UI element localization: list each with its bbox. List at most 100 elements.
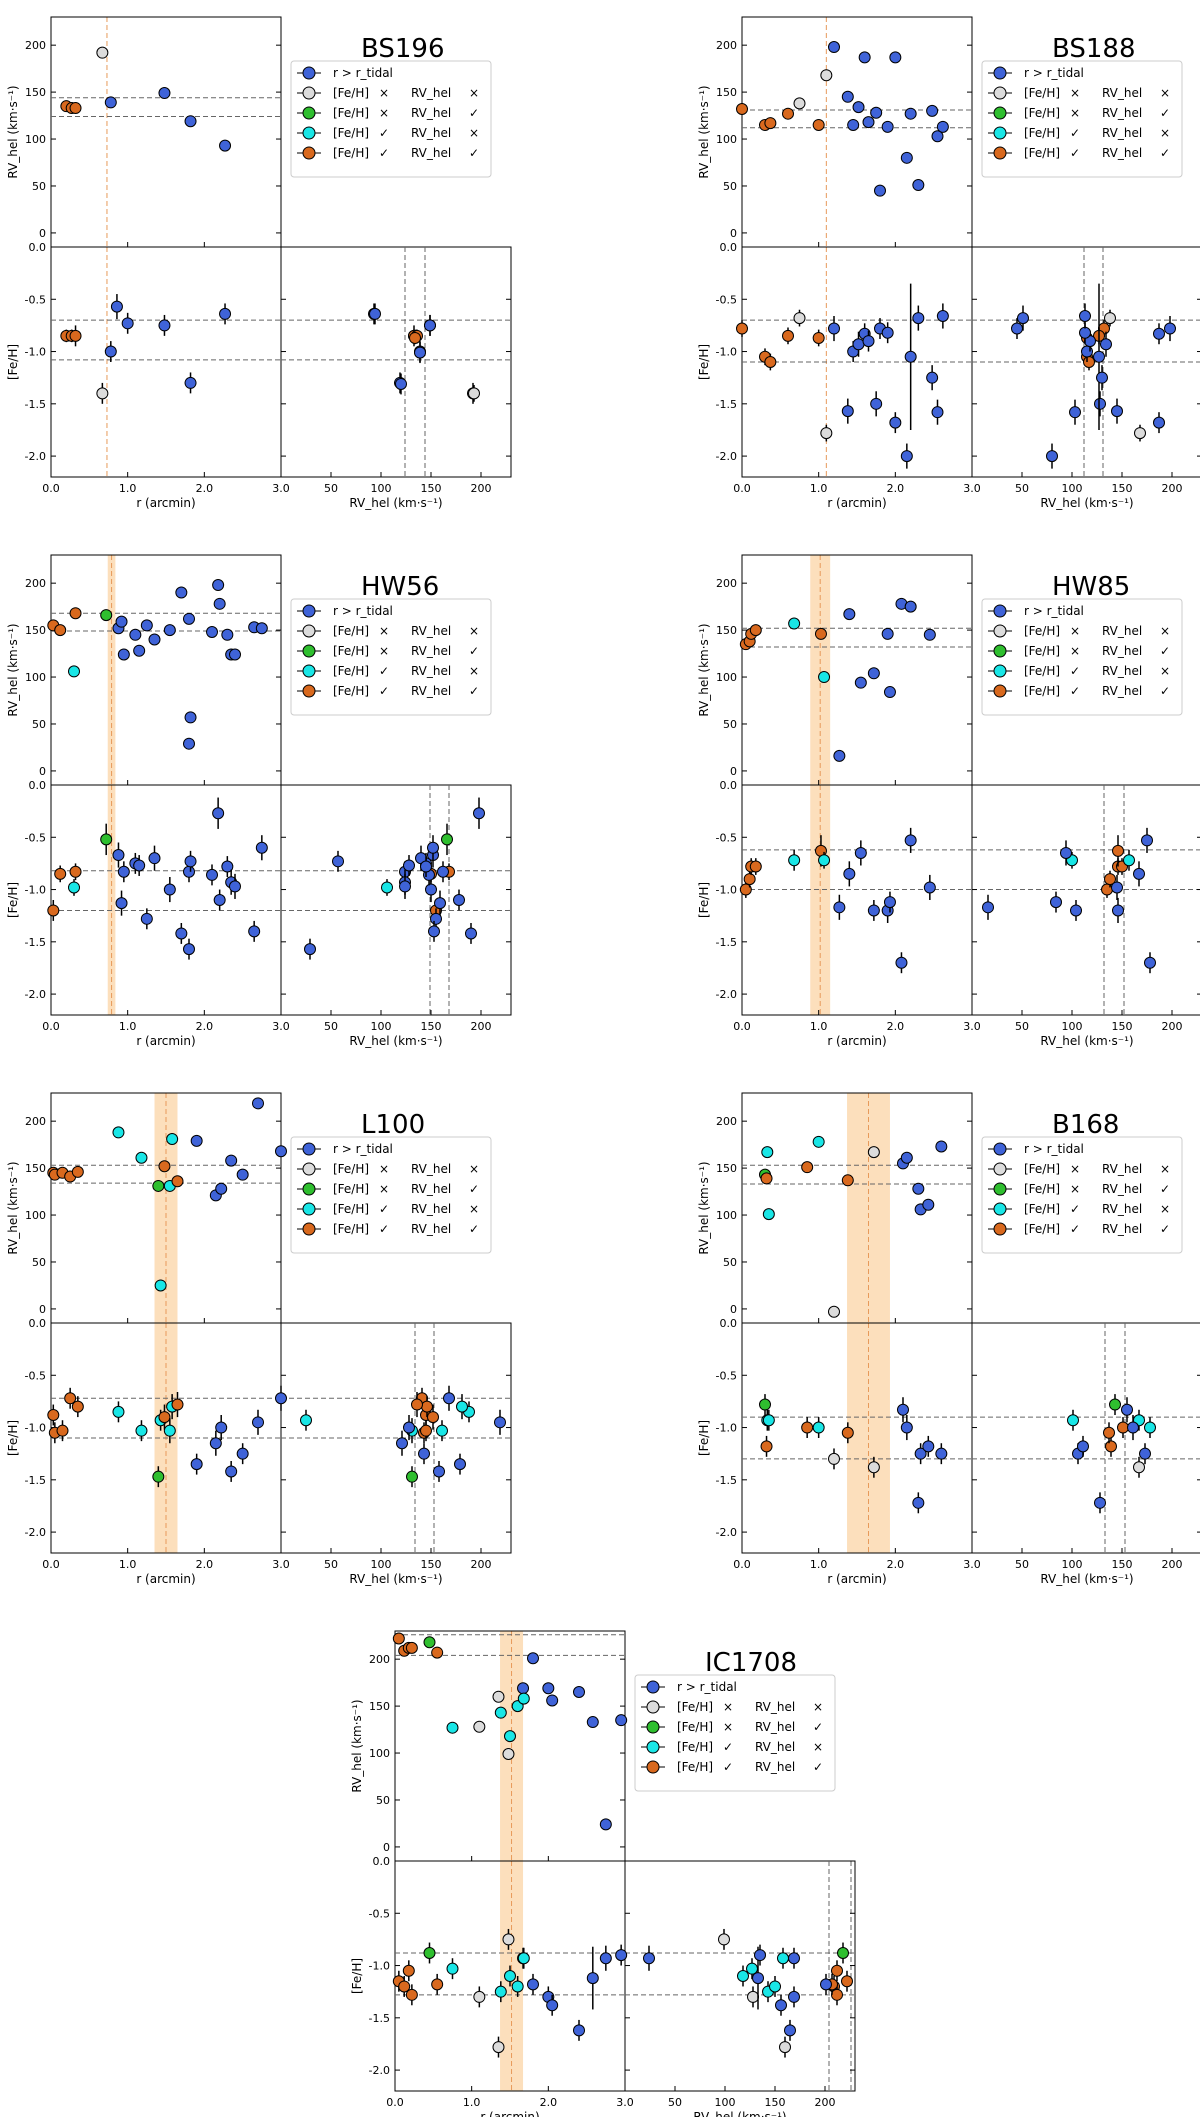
data-point-rv [212, 579, 225, 592]
rv-r-axes [50, 16, 282, 248]
panel-hw56: 0.0 1.0 2.0 3.0 0 50 100 150 200 0.0 -0.5 -1.0 -1.5 -… [6, 554, 512, 1048]
legend-label: [Fe/H] [333, 86, 369, 100]
data-point-rv [54, 624, 67, 637]
legend-rv-label: RV_hel [755, 1760, 795, 1774]
rvx-tick-label: 200 [1162, 482, 1183, 495]
data-point-feh [225, 1465, 238, 1478]
feh-tick-label: -0.5 [716, 1369, 737, 1382]
r-tick-label: 2.0 [196, 482, 214, 495]
r-tick-label: 1.0 [463, 2096, 481, 2109]
data-point-feh-rv [1111, 405, 1123, 418]
data-point-feh-rv [1133, 1461, 1145, 1474]
legend-mark: × [1160, 1202, 1170, 1216]
data-point-feh [184, 376, 197, 389]
data-point-rv [874, 184, 886, 197]
data-point-feh [931, 406, 944, 419]
rv-tick-label: 0 [39, 1303, 46, 1316]
data-point-feh [914, 1447, 927, 1460]
panel-title: HW85 [1052, 572, 1130, 602]
data-point-rv [229, 648, 241, 661]
legend-label: [Fe/H] [1024, 1202, 1060, 1216]
rv-tick-label: 200 [25, 577, 46, 590]
data-point-rv [68, 665, 80, 678]
legend-rv-label: RV_hel [1102, 1182, 1142, 1196]
data-point-feh [599, 1952, 612, 1965]
rv-axis-label: RV_hel (km·s⁻¹) [6, 85, 20, 178]
feh-tick-label: -2.0 [25, 450, 46, 463]
rv-tick-label: 200 [716, 577, 737, 590]
rvx-tick-label: 150 [421, 482, 442, 495]
legend-label: [Fe/H] [1024, 1162, 1060, 1176]
data-point-feh [841, 1426, 854, 1439]
rv-r-axes [50, 554, 282, 786]
legend-mark: ✓ [379, 1202, 389, 1216]
data-point-rv [152, 1179, 165, 1192]
data-point-feh-rv [494, 1416, 506, 1429]
legend-mark: × [379, 1182, 389, 1196]
legend-mark: ✓ [813, 1760, 823, 1774]
feh-tick-label: -2.0 [716, 1526, 737, 1539]
data-point-feh-rv [332, 855, 344, 868]
legend-label: [Fe/H] [333, 126, 369, 140]
legend-rv-label: RV_hel [1102, 664, 1142, 678]
data-point-rv [923, 628, 936, 641]
legend-rv-label: RV_hel [1102, 126, 1142, 140]
data-point-feh [895, 956, 908, 969]
rvx-tick-label: 150 [421, 1558, 442, 1571]
data-point-rv [586, 1716, 599, 1729]
data-point-rv [889, 51, 902, 64]
feh-tick-label: -1.0 [716, 1422, 737, 1435]
data-point-rv [492, 1690, 505, 1703]
data-point-feh-rv [1093, 350, 1105, 363]
data-point-feh [69, 329, 82, 342]
data-point-feh [833, 901, 846, 914]
data-point-feh-rv [414, 346, 426, 359]
data-point-rv [841, 90, 854, 103]
legend-mark: × [469, 664, 479, 678]
rvx-tick-label: 200 [1162, 1558, 1183, 1571]
rvx-tick-label: 100 [715, 2096, 736, 2109]
panel-title: BS188 [1052, 34, 1136, 64]
data-point-feh [56, 1424, 69, 1437]
r-axis-label: r (arcmin) [136, 496, 195, 510]
data-point-feh [749, 860, 762, 873]
feh-tick-label: 0.0 [29, 1317, 47, 1330]
data-point-rv [793, 97, 806, 110]
data-point-feh [117, 865, 130, 878]
rv-axis-label: RV_hel (km·s⁻¹) [697, 85, 711, 178]
feh-tick-label: -1.5 [369, 2012, 390, 2025]
feh-tick-label: -1.5 [716, 936, 737, 949]
data-point-feh [494, 1985, 507, 1998]
data-point-feh [183, 943, 195, 956]
data-point-feh-rv [1077, 1440, 1089, 1453]
feh-tick-label: -0.5 [369, 1907, 390, 1920]
data-point-feh [897, 1403, 909, 1416]
data-point-rv [148, 633, 161, 646]
r-tick-label: 3.0 [616, 2096, 634, 2109]
legend-marker [993, 684, 1007, 698]
legend-label: r > r_tidal [677, 1680, 737, 1694]
data-point-feh [121, 317, 134, 330]
legend-mark: ✓ [1070, 126, 1080, 140]
r-tick-label: 0.0 [42, 482, 60, 495]
legend-marker [646, 1760, 660, 1774]
data-point-rv [117, 648, 130, 661]
data-point-rv [190, 1134, 203, 1147]
rv-tick-label: 100 [25, 671, 46, 684]
data-point-feh-rv [1153, 416, 1165, 429]
data-point-feh-rv [1046, 450, 1058, 463]
legend-box [290, 1136, 492, 1254]
r-tick-label: 1.0 [810, 1558, 828, 1571]
feh-tick-label: -1.5 [25, 936, 46, 949]
rvx-tick-label: 150 [421, 1020, 442, 1033]
rvx-tick-label: 150 [765, 2096, 786, 2109]
feh-tick-label: 0.0 [720, 779, 738, 792]
data-point-feh [158, 319, 171, 332]
rv-tick-label: 0 [730, 227, 737, 240]
data-point-rv [504, 1730, 516, 1743]
panel-title: B168 [1052, 1110, 1119, 1140]
data-point-feh-rv [456, 1400, 468, 1413]
data-point-rv [912, 1182, 925, 1195]
rv-r-axes [741, 554, 973, 786]
data-point-rv [163, 624, 176, 637]
